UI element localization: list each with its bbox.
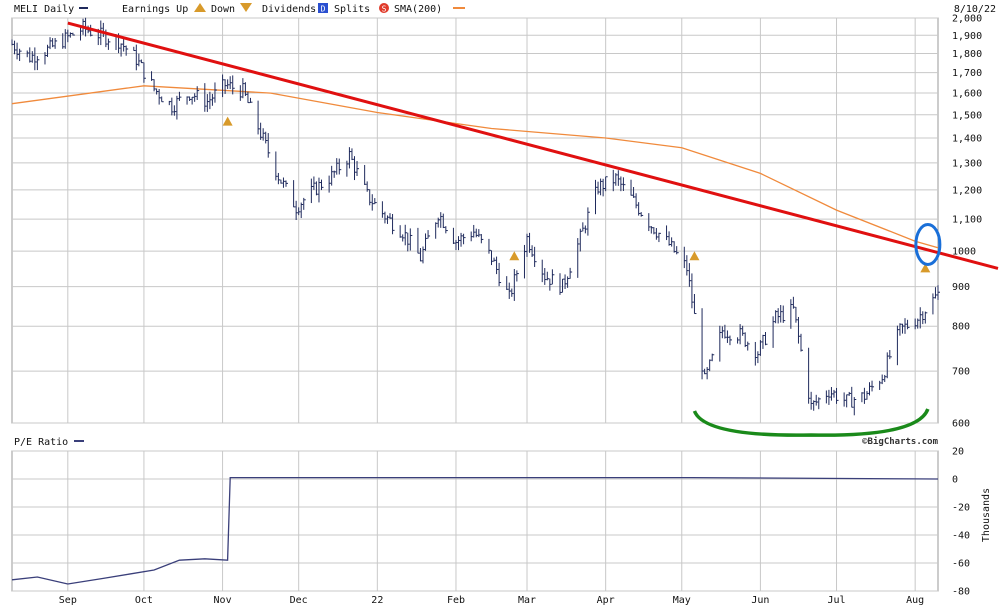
price-y-ticks: 600 700 800 900 1000 1,100 1,200 1,300 1,400 1,50… xyxy=(952,14,982,430)
pe-y-tick-label: -60 xyxy=(952,559,970,570)
earnings-up-marker xyxy=(920,263,931,273)
pe-grid xyxy=(12,450,938,592)
pe-title: P/E Ratio xyxy=(14,437,68,448)
x-tick-label: Sep xyxy=(59,595,77,606)
price-y-tick-label: 1,300 xyxy=(952,158,982,169)
price-y-tick-label: 800 xyxy=(952,322,970,333)
earnings-up-marker xyxy=(509,251,520,261)
pe-y-axis-label: Thousands xyxy=(981,488,992,542)
sma-label: SMA(200) xyxy=(394,4,442,15)
x-tick-label: Mar xyxy=(518,595,536,606)
price-y-tick-label: 1,100 xyxy=(952,215,982,226)
x-axis-months: Sep Oct Nov Dec 22 Feb Mar Apr May Jun Jul Aug xyxy=(59,595,924,606)
price-y-tick-label: 900 xyxy=(952,282,970,293)
price-y-tick-label: 700 xyxy=(952,367,970,378)
x-tick-label: Aug xyxy=(906,595,924,606)
price-bars xyxy=(11,17,940,416)
pe-y-tick-label: -20 xyxy=(952,503,970,514)
annotation-layer xyxy=(692,223,942,437)
x-tick-label: Nov xyxy=(214,595,232,606)
symbol-label: MELI Daily xyxy=(14,4,74,15)
x-tick-label: Jun xyxy=(751,595,769,606)
x-tick-label: Jul xyxy=(827,595,845,606)
x-tick-label: Feb xyxy=(447,595,465,606)
price-panel-frame xyxy=(11,17,939,424)
price-y-tick-label: 1,200 xyxy=(952,185,982,196)
splits-icon xyxy=(379,3,389,13)
splits-label: Splits xyxy=(334,4,370,15)
dividends-marker: D xyxy=(321,5,326,14)
earnings-markers xyxy=(222,116,931,273)
chart-header: MELI Daily Earnings Up Down Dividends D … xyxy=(14,3,996,15)
price-y-tick-label: 1,800 xyxy=(952,49,982,60)
x-tick-label: 22 xyxy=(371,595,383,606)
sma-200-line xyxy=(11,85,939,249)
blue-annotation-circle xyxy=(914,223,942,267)
earnings-up-label: Earnings Up xyxy=(122,4,188,15)
earnings-down-label: Down xyxy=(211,4,235,15)
trendline-layer xyxy=(67,21,999,270)
pe-ratio-line xyxy=(11,476,939,585)
sma-legend-swatch xyxy=(453,7,465,9)
price-legend-swatch xyxy=(79,7,88,9)
pe-legend-swatch xyxy=(74,440,84,442)
pe-y-tick-label: -40 xyxy=(952,531,970,542)
earnings-down-icon xyxy=(240,3,252,12)
pe-y-tick-label: -80 xyxy=(952,587,970,598)
price-y-tick-label: 1,400 xyxy=(952,133,982,144)
x-tick-label: Apr xyxy=(597,595,615,606)
earnings-up-marker xyxy=(222,116,233,126)
pe-line-layer xyxy=(11,476,939,585)
splits-marker: S xyxy=(382,5,387,14)
pe-y-ticks: 20 0 -20 -40 -60 -80 xyxy=(952,447,970,598)
green-annotation-curve xyxy=(692,408,930,437)
sma-layer xyxy=(11,85,939,249)
price-grid xyxy=(12,17,938,424)
price-y-tick-label: 2,000 xyxy=(952,14,982,25)
earnings-up-marker xyxy=(689,251,700,261)
price-y-tick-label: 600 xyxy=(952,419,970,430)
earnings-up-icon xyxy=(194,3,206,12)
chart-date: 8/10/22 xyxy=(954,4,996,15)
dividends-icon xyxy=(318,3,328,13)
watermark: ©BigCharts.com xyxy=(862,436,938,447)
dividends-label: Dividends xyxy=(262,4,316,15)
red-trendline xyxy=(67,21,999,270)
price-y-tick-label: 1,900 xyxy=(952,31,982,42)
x-tick-label: May xyxy=(673,595,691,606)
pe-y-tick-label: 0 xyxy=(952,475,958,486)
x-tick-label: Dec xyxy=(290,595,308,606)
price-y-tick-label: 1,700 xyxy=(952,68,982,79)
price-y-tick-label: 1000 xyxy=(952,247,976,258)
price-y-tick-label: 1,500 xyxy=(952,110,982,121)
x-tick-label: Oct xyxy=(135,595,153,606)
pe-y-tick-label: 20 xyxy=(952,447,964,458)
price-y-tick-label: 1,600 xyxy=(952,89,982,100)
